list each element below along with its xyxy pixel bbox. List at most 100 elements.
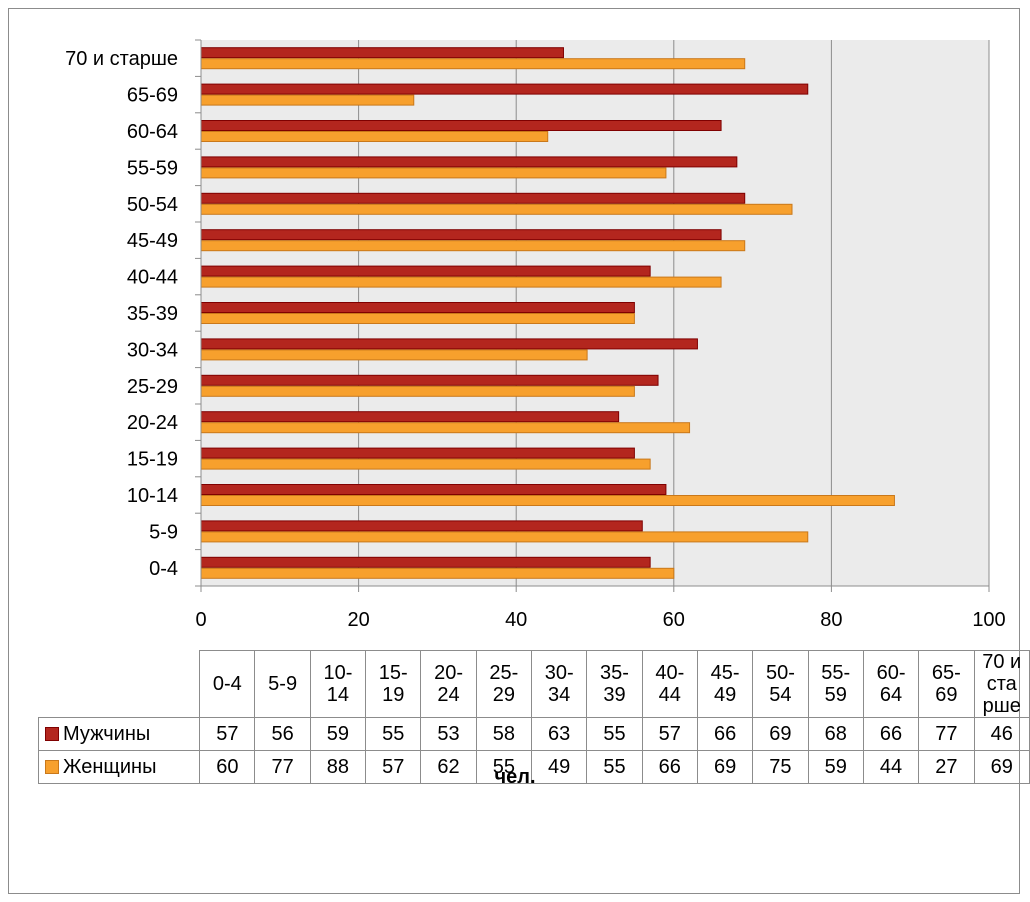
category-label: 5-9 [149, 521, 178, 543]
bar-women [200, 167, 667, 179]
unit-label: чел. [494, 766, 536, 788]
table-header-cell: 45- 49 [696, 650, 754, 718]
category-label: 55-59 [127, 157, 178, 179]
bar-chart: 0 20 40 60 80 100 0-4 5-9 10-14 15-19 20-24 25-29 30… [65, 39, 1006, 631]
table-header-cell: 40- 44 [641, 650, 698, 718]
table-value-cell: 53 [420, 717, 477, 751]
category-label: 40-44 [127, 267, 178, 289]
bar-men [200, 229, 722, 241]
x-tick-label: 60 [663, 609, 685, 631]
bar-men [200, 411, 620, 423]
bar-men [200, 83, 809, 95]
category-label: 20-24 [127, 412, 178, 434]
bar-women [200, 458, 651, 470]
table-value-cell: 58 [475, 717, 533, 751]
table-value-cell: 27 [918, 750, 975, 784]
legend-swatch [45, 726, 59, 741]
category-label: 25-29 [127, 376, 178, 398]
table-value-cell: 44 [862, 750, 920, 784]
table-value-cell: 49 [530, 750, 588, 784]
table-value-cell: 66 [696, 717, 754, 751]
category-label: 50-54 [127, 194, 178, 216]
table-value-cell: 46 [973, 717, 1030, 751]
legend-swatch [45, 759, 59, 774]
series-label-cell: Женщины [37, 750, 201, 784]
bar-women [200, 495, 895, 506]
x-tick-label: 20 [347, 609, 369, 631]
table-header-cell: 30- 34 [530, 650, 588, 718]
table-value-cell: 55 [475, 750, 533, 784]
bar-women [200, 131, 549, 142]
category-label: 0-4 [149, 558, 178, 580]
table-row: Женщины 60 77 88 57 62 55 49 55 66 69 75 59 44 27 69 [37, 750, 1030, 784]
table-header-cell: 20- 24 [420, 650, 477, 718]
table-value-cell: 77 [254, 750, 311, 784]
table-row: Мужчины 57 56 59 55 53 58 63 55 57 66 69 68 66 77 46 [37, 717, 1030, 751]
table-value-cell: 55 [365, 717, 422, 751]
table-value-cell: 69 [696, 750, 754, 784]
bar-men [200, 556, 651, 568]
table-value-cell: 57 [365, 750, 422, 784]
bar-men [200, 484, 667, 495]
category-label: 65-69 [127, 85, 178, 107]
table-value-cell: 63 [530, 717, 588, 751]
category-label: 35-39 [127, 303, 178, 325]
table-value-cell: 75 [752, 750, 809, 784]
table-value-cell: 88 [309, 750, 367, 784]
table-value-cell: 55 [586, 717, 643, 751]
table-value-cell: 57 [641, 717, 698, 751]
table-value-cell: 69 [973, 750, 1030, 784]
data-table: 0-4 5-9 10- 14 15- 19 20- 24 25- 29 30- 34 35- 39 40- 4… [37, 650, 1030, 784]
table-header-cell: 15- 19 [365, 650, 422, 718]
table-corner [38, 650, 201, 718]
table-header-cell: 55- 59 [807, 650, 864, 718]
bar-men [200, 265, 651, 277]
bar-men [200, 447, 635, 459]
bar-men [200, 374, 659, 386]
table-value-cell: 77 [918, 717, 975, 751]
x-tick-label: 40 [505, 609, 527, 631]
table-header-cell: 25- 29 [475, 650, 533, 718]
category-label: 60-64 [127, 121, 178, 143]
table-header-cell: 5-9 [254, 650, 311, 718]
category-label: 10-14 [127, 485, 178, 507]
x-tick-label: 100 [972, 609, 1005, 631]
bar-women [200, 385, 635, 397]
bar-women [200, 313, 635, 324]
table-header-row: 0-4 5-9 10- 14 15- 19 20- 24 25- 29 30- 34 35- 39 40- 4… [38, 650, 1030, 718]
bar-men [200, 520, 643, 532]
bar-women [200, 531, 809, 543]
bar-women [200, 58, 746, 70]
table-header-cell: 50- 54 [752, 650, 809, 718]
table-value-cell: 59 [309, 717, 367, 751]
category-label: 70 и старше [65, 48, 178, 70]
table-header-cell: 70 и ста рше [973, 650, 1030, 718]
bar-women [200, 422, 691, 434]
bar-women [200, 349, 588, 361]
table-header-cell: 60- 64 [862, 650, 920, 718]
table-header-cell: 35- 39 [586, 650, 643, 718]
category-label: 15-19 [127, 449, 178, 471]
bar-women [200, 240, 746, 252]
table-value-cell: 59 [807, 750, 864, 784]
series-label-cell: Мужчины [37, 717, 201, 751]
table-value-cell: 57 [199, 717, 256, 751]
series-name: Мужчины [63, 722, 151, 745]
table-value-cell: 66 [862, 717, 920, 751]
bar-men [200, 156, 738, 168]
table-value-cell: 69 [752, 717, 809, 751]
bar-men [200, 302, 635, 313]
table-value-cell: 56 [254, 717, 311, 751]
series-name: Женщины [63, 755, 157, 778]
table-value-cell: 62 [420, 750, 477, 784]
bar-men [200, 338, 698, 350]
table-header-cell: 10- 14 [309, 650, 367, 718]
table-header-cell: 65- 69 [918, 650, 975, 718]
x-tick-label: 0 [195, 609, 206, 631]
bar-men [200, 47, 564, 59]
table-header-cell: 0-4 [199, 650, 256, 718]
bar-women [200, 203, 793, 215]
bar-women [200, 94, 415, 106]
bar-women [200, 276, 722, 288]
x-tick-label: 80 [820, 609, 842, 631]
